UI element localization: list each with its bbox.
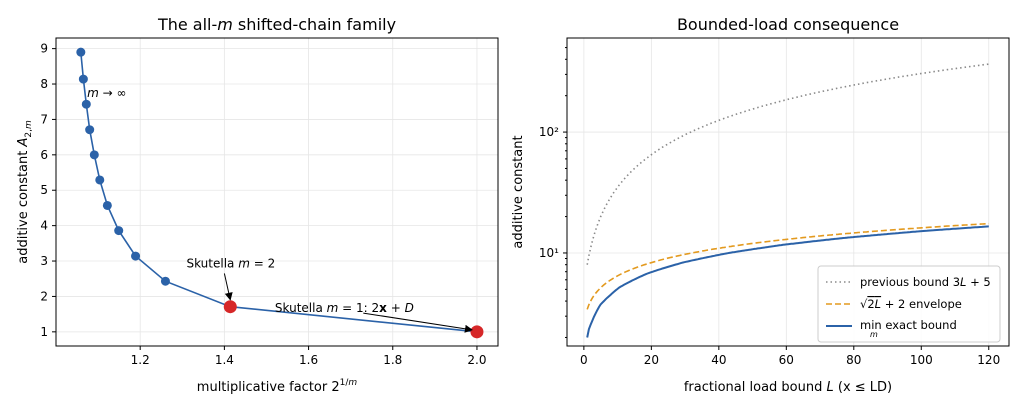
right-x-tick-label: 20 [644, 353, 659, 367]
left-x-tick-label: 1.6 [299, 353, 318, 367]
left-data-point [160, 276, 170, 286]
right-title: Bounded-load consequence [677, 15, 899, 34]
left-plot-frame [55, 37, 499, 347]
left-y-label: additive constant A2,m [16, 120, 34, 264]
right-x-tick-label: 80 [846, 353, 861, 367]
left-y-tick-label: 9 [40, 42, 48, 56]
left-ticks: 1.2 1.4 1.6 1.8 2.0 1 2 3 4 5 6 7 8 9 [40, 42, 486, 367]
left-series-points [76, 47, 484, 339]
left-data-point [85, 125, 95, 135]
left-data-point [114, 226, 124, 236]
left-data-point [76, 47, 86, 57]
left-data-point [95, 175, 105, 185]
left-y-tick-label: 5 [40, 183, 48, 197]
left-x-tick-label: 1.8 [383, 353, 402, 367]
annotation-m-infinity: m → ∞ [87, 86, 126, 100]
right-x-tick-label: 60 [779, 353, 794, 367]
left-data-point [81, 99, 91, 109]
right-chart: 0 20 40 60 80 100 120 10¹ 10² previous bound 3L … [511, 15, 1010, 395]
left-grid [56, 38, 498, 346]
left-chart: 1.2 1.4 1.6 1.8 2.0 1 2 3 4 5 6 7 8 9 m → ∞ Skutella m… [16, 15, 499, 395]
arrow-skutella-m2 [223, 273, 233, 301]
left-y-tick-label: 1 [40, 325, 48, 339]
legend-label-envelope: √2L + 2 envelope [860, 297, 962, 311]
left-y-tick-label: 6 [40, 148, 48, 162]
right-series-min [586, 225, 989, 338]
left-highlight-point [223, 300, 237, 314]
right-y-label: additive constant [511, 135, 526, 248]
left-highlight-point [470, 325, 484, 339]
right-x-tick-label: 120 [977, 353, 1000, 367]
left-data-point [102, 200, 112, 210]
right-plot-frame [566, 37, 1010, 347]
left-y-tick-label: 7 [40, 112, 48, 126]
legend-label-min-subscript: m [870, 330, 878, 339]
right-series-env [586, 222, 989, 310]
right-x-tick-label: 0 [580, 353, 588, 367]
legend-label-min-exact: min exact bound [860, 318, 957, 332]
left-annotations: m → ∞ Skutella m = 2 Skutella m = 1: 2x + … [87, 86, 473, 333]
right-y-tick-label: 10² [539, 125, 559, 139]
left-data-point [131, 251, 141, 261]
left-data-point [78, 74, 88, 84]
right-x-label: fractional load bound L (x ≤ LD) [684, 380, 892, 395]
annotation-skutella-m2: Skutella m = 2 [186, 257, 275, 271]
right-series-prev [586, 63, 989, 265]
right-x-tick-label: 40 [711, 353, 726, 367]
left-y-tick-label: 2 [40, 289, 48, 303]
left-data-point [89, 150, 99, 160]
legend-label-previous: previous bound 3L + 5 [860, 275, 991, 289]
left-y-tick-label: 4 [40, 219, 48, 233]
left-x-label: multiplicative factor 21/m [197, 378, 358, 395]
arrow-skutella-m1 [363, 312, 473, 333]
annotation-skutella-m1: Skutella m = 1: 2x + D [275, 301, 414, 315]
left-x-tick-label: 2.0 [467, 353, 486, 367]
right-x-tick-label: 100 [910, 353, 933, 367]
left-x-tick-label: 1.4 [215, 353, 234, 367]
right-series-lines [586, 63, 989, 338]
left-title: The all-m shifted-chain family [157, 15, 396, 34]
left-y-tick-label: 8 [40, 77, 48, 91]
right-grid [567, 38, 1009, 346]
right-ticks: 0 20 40 60 80 100 120 10¹ 10² [539, 47, 1000, 367]
legend-box [817, 265, 1001, 343]
left-x-tick-label: 1.2 [131, 353, 150, 367]
right-legend: previous bound 3L + 5 √2L + 2 envelope m… [817, 265, 1001, 343]
left-y-tick-label: 3 [40, 254, 48, 268]
right-y-tick-label: 10¹ [539, 246, 559, 260]
